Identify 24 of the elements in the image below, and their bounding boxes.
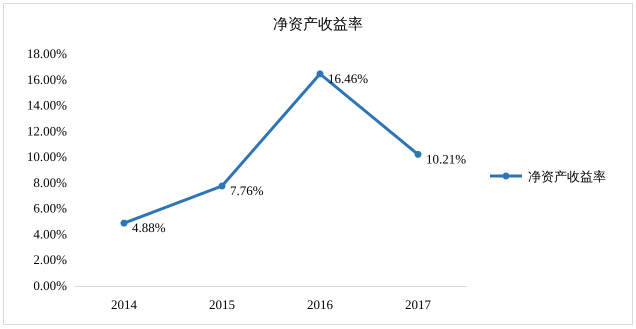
y-tick-label: 4.00%	[33, 226, 68, 242]
y-tick-label: 0.00%	[33, 278, 68, 293]
point	[120, 220, 128, 227]
x-tick-label: 2014	[111, 297, 138, 312]
x-tick-label: 2016	[307, 297, 334, 312]
chart-title: 净资产收益率	[273, 16, 363, 33]
y-tick-label: 18.00%	[26, 46, 68, 61]
point	[218, 182, 226, 190]
point	[414, 150, 422, 158]
y-tick-label: 16.00%	[26, 72, 68, 87]
data-label: 4.88%	[132, 220, 166, 236]
x-tick-label: 2015	[209, 297, 235, 312]
point	[316, 70, 324, 78]
data-label: 7.76%	[230, 182, 264, 198]
data-label: 10.21%	[426, 151, 466, 166]
data-label: 16.46%	[328, 70, 368, 86]
y-tick-label: 8.00%	[33, 174, 68, 190]
y-tick-label: 2.00%	[33, 252, 68, 268]
y-tick-label: 14.00%	[26, 98, 68, 113]
x-tick-label: 2017	[405, 297, 432, 312]
y-tick-label: 6.00%	[33, 200, 68, 216]
legend-label: 净资产收益率	[528, 169, 606, 184]
y-tick-label: 12.00%	[26, 123, 68, 138]
y-tick-label: 10.00%	[26, 149, 68, 164]
